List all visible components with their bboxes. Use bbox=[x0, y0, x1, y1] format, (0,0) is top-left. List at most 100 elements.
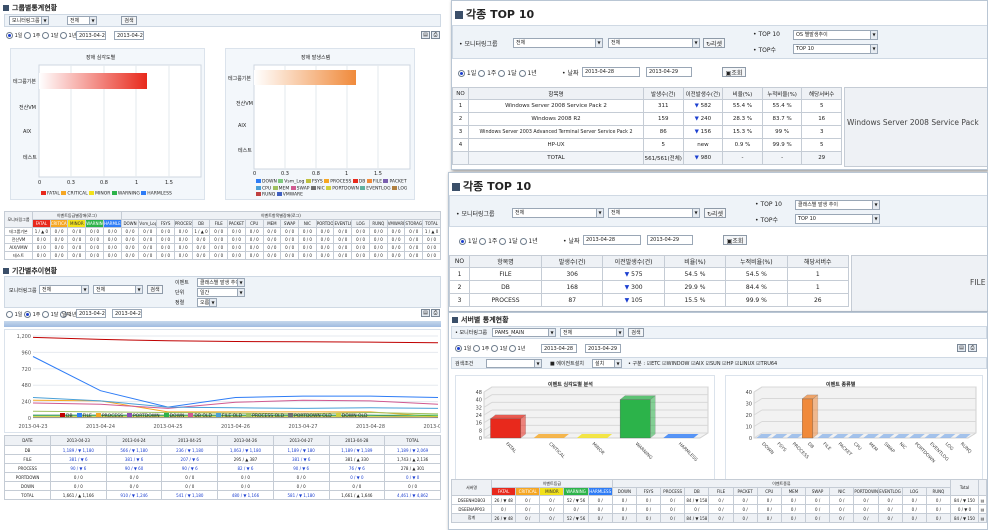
col-day: 2013-04-25 bbox=[161, 435, 219, 446]
table-row[interactable]: 1 Windows Server 2008 Service Pack 2 311 ▼ … bbox=[452, 99, 842, 113]
server-period-radios[interactable]: 1일 1주 1달 1년 bbox=[455, 345, 525, 352]
server-search-button[interactable]: 검색 bbox=[628, 328, 644, 337]
bar-base-process bbox=[786, 434, 803, 438]
server-search-select[interactable]: ▼ bbox=[486, 359, 542, 368]
top10-os-date-to[interactable]: 2013-04-29 bbox=[646, 67, 692, 77]
gridline bbox=[483, 401, 493, 408]
period-status-window: 기간별추이현황 모니터링그룹 전체 ▼ 전체 ▼ 검색 이벤트 클래스별 발생 추이… bbox=[0, 263, 445, 530]
print-icon[interactable]: ⎙ bbox=[968, 344, 977, 352]
top10-class-group-select[interactable]: 전체 ▼ bbox=[512, 208, 604, 218]
period-search-button[interactable]: 검색 bbox=[147, 285, 163, 294]
excel-icon[interactable]: ▤ bbox=[421, 31, 430, 39]
top10-os-sub-select[interactable]: 전체 ▼ bbox=[608, 38, 700, 48]
ycat-4: 테스트 bbox=[238, 148, 252, 154]
excel-icon[interactable]: ▤ bbox=[957, 344, 966, 352]
top10-os-query-button[interactable]: ▣조회 bbox=[722, 67, 746, 77]
top10-os-period-radios[interactable]: 1일 1주 1달 1년 bbox=[458, 68, 537, 77]
top10-class-period-radios[interactable]: 1일 1주 1달 1년 bbox=[459, 236, 538, 245]
xtick-1: 0.3 bbox=[281, 171, 289, 177]
col-type: PROCESS bbox=[173, 219, 193, 228]
y-tick-label: 24 bbox=[476, 413, 482, 419]
table-row[interactable]: 2 Windows 2008 R2 159 ▼ 240 28.3 % 83.7 % 16 bbox=[452, 112, 842, 126]
severity-bar-plot bbox=[38, 64, 202, 178]
top10-class-date-from[interactable]: 2013-04-28 bbox=[583, 235, 641, 245]
period-group-select[interactable]: 전체 ▼ bbox=[39, 285, 89, 294]
top10-os-count-select[interactable]: TOP 10 ▼ bbox=[793, 44, 878, 54]
os-checkboxes[interactable]: • 구분 : ☑ETC ☑WINDOW ☑AIX ☑SUN ☑HP ☑LINUX… bbox=[628, 361, 778, 367]
period-date-from[interactable]: 2013-04-22 bbox=[76, 309, 106, 318]
y-tick-label: 0 bbox=[479, 436, 482, 442]
xtick-2: 0.8 bbox=[312, 171, 320, 177]
print-icon[interactable]: ⎙ bbox=[431, 309, 440, 317]
chart-title: 장애 심각도별 bbox=[86, 55, 116, 61]
series-line-file-old bbox=[32, 397, 439, 409]
ycat-2: AIX bbox=[238, 123, 247, 129]
col-minor: MINOR bbox=[67, 219, 87, 228]
excel-icon[interactable]: ▤ bbox=[421, 309, 430, 317]
top10-os-reset-button[interactable]: ↻리셋 bbox=[703, 38, 725, 48]
x-tick-label: 2013-04-27 bbox=[288, 424, 317, 430]
server-date-to[interactable]: 2013-04-29 bbox=[585, 344, 621, 353]
server-group-select[interactable]: PAMS_MAIN ▼ bbox=[492, 328, 556, 337]
table-row[interactable]: DSEENAPP03 0 /0 /0 /0 /0 / 0 /0 /0 /0 /0… bbox=[451, 504, 987, 514]
group-date-to[interactable]: 2013-04-29 bbox=[114, 31, 144, 40]
server-agent-select[interactable]: 설치 ▼ bbox=[592, 359, 622, 368]
table-row[interactable]: 3 Windows Server 2003 Advanced Terminal S… bbox=[452, 125, 842, 139]
col-type: VMWARE bbox=[386, 219, 406, 228]
table-row[interactable]: 4 HP-UX 5 new 0.9 % 99.9 % 5 bbox=[452, 138, 842, 152]
top10-os-date-from[interactable]: 2013-04-28 bbox=[582, 67, 640, 77]
x-tick-label: LOG bbox=[944, 441, 955, 452]
x-tick-label: CRITICAL bbox=[547, 441, 566, 460]
group-search-button[interactable]: 검색 bbox=[121, 16, 137, 25]
table-total-row: 합계 26 / ▼ 48 0 /0 /52 / ▼ 56 0 / 0 /0 /0 /… bbox=[451, 513, 987, 523]
group-select[interactable]: 모니터링그룹 ▼ bbox=[9, 16, 49, 25]
top10-class-reset-button[interactable]: ↻리셋 bbox=[704, 208, 726, 218]
series-line-db bbox=[32, 336, 439, 344]
y-tick-label: 720 bbox=[21, 367, 31, 373]
sort-select[interactable]: 오름 ▼ bbox=[197, 298, 217, 307]
legend-item: PORTDOWN bbox=[126, 413, 160, 419]
table-row[interactable]: 3 PROCESS 87 ▼ 105 15.5 % 99.9 % 26 bbox=[449, 293, 850, 307]
date-label: 날짜 bbox=[62, 312, 72, 318]
period-radios[interactable]: 1일 1주 1달 1년 bbox=[6, 311, 76, 318]
group-date-from[interactable]: 2013-04-28 bbox=[76, 31, 106, 40]
event-type-select[interactable]: 클래스별 발생 추이 ▼ bbox=[197, 278, 245, 287]
top10-class-type-select[interactable]: 클래스별 발생 추이 ▼ bbox=[795, 200, 880, 210]
xtick-4: 1.5 bbox=[374, 171, 382, 177]
period-sub-select[interactable]: 전체 ▼ bbox=[93, 285, 143, 294]
y-tick-label: 1,200 bbox=[17, 334, 31, 340]
top10-class-date-to[interactable]: 2013-04-29 bbox=[647, 235, 693, 245]
legend-item: FILE OLD bbox=[215, 413, 242, 419]
top10-class-query-button[interactable]: ▣조회 bbox=[723, 235, 747, 245]
gridline bbox=[753, 432, 763, 439]
top10-os-group-select[interactable]: 전체 ▼ bbox=[513, 38, 603, 48]
legend-item: DB bbox=[60, 413, 73, 419]
print-icon[interactable]: ⎙ bbox=[431, 31, 440, 39]
col-day: 2013-04-23 bbox=[50, 435, 107, 446]
unit-select[interactable]: 일간 ▼ bbox=[197, 288, 245, 297]
x-tick-label: 2013-04-28 bbox=[356, 424, 385, 430]
gridline bbox=[483, 409, 493, 416]
y-tick-label: 16 bbox=[476, 421, 482, 427]
bar-fatal bbox=[39, 73, 147, 89]
group-period-radios[interactable]: 1일 1주 1달 1년 bbox=[6, 32, 76, 39]
top10-os-type-select[interactable]: OS 별발생추이 ▼ bbox=[793, 30, 878, 40]
table-row[interactable]: 1 FILE 306 ▼ 575 54.5 % 54.5 % 1 bbox=[449, 267, 850, 281]
col-type: RUNQ bbox=[368, 219, 388, 228]
server-date-from[interactable]: 2013-04-28 bbox=[541, 344, 577, 353]
col-day: 2013-04-28 bbox=[328, 435, 386, 446]
table-row[interactable]: DSEENHDB03 26 / ▼ 48 0 /0 /52 / ▼ 56 0 / 0… bbox=[451, 495, 987, 505]
table-total-row: TOTAL 561/561(전체) ▼ 980- -29 bbox=[452, 151, 842, 165]
table-row[interactable]: 2 DB 168 ▼ 300 29.9 % 84.4 % 1 bbox=[449, 280, 850, 294]
period-date-to[interactable]: 2013-04-29 bbox=[112, 309, 142, 318]
top10-class-count-select[interactable]: TOP 10 ▼ bbox=[795, 214, 880, 224]
legend-item: PROCESS OLD bbox=[246, 413, 284, 419]
group-sub-select[interactable]: 전체 ▼ bbox=[67, 16, 97, 25]
top10-class-sub-select[interactable]: 전체 ▼ bbox=[608, 208, 700, 218]
server-sub-select[interactable]: 전체 ▼ bbox=[560, 328, 624, 337]
ycat-1: 전산VM bbox=[236, 101, 253, 107]
top10-os-filter: • 모니터링그룹 전체 ▼ 전체 ▼ ↻리셋 • TOP 10 OS 별발생추이 ▼ … bbox=[452, 25, 987, 59]
